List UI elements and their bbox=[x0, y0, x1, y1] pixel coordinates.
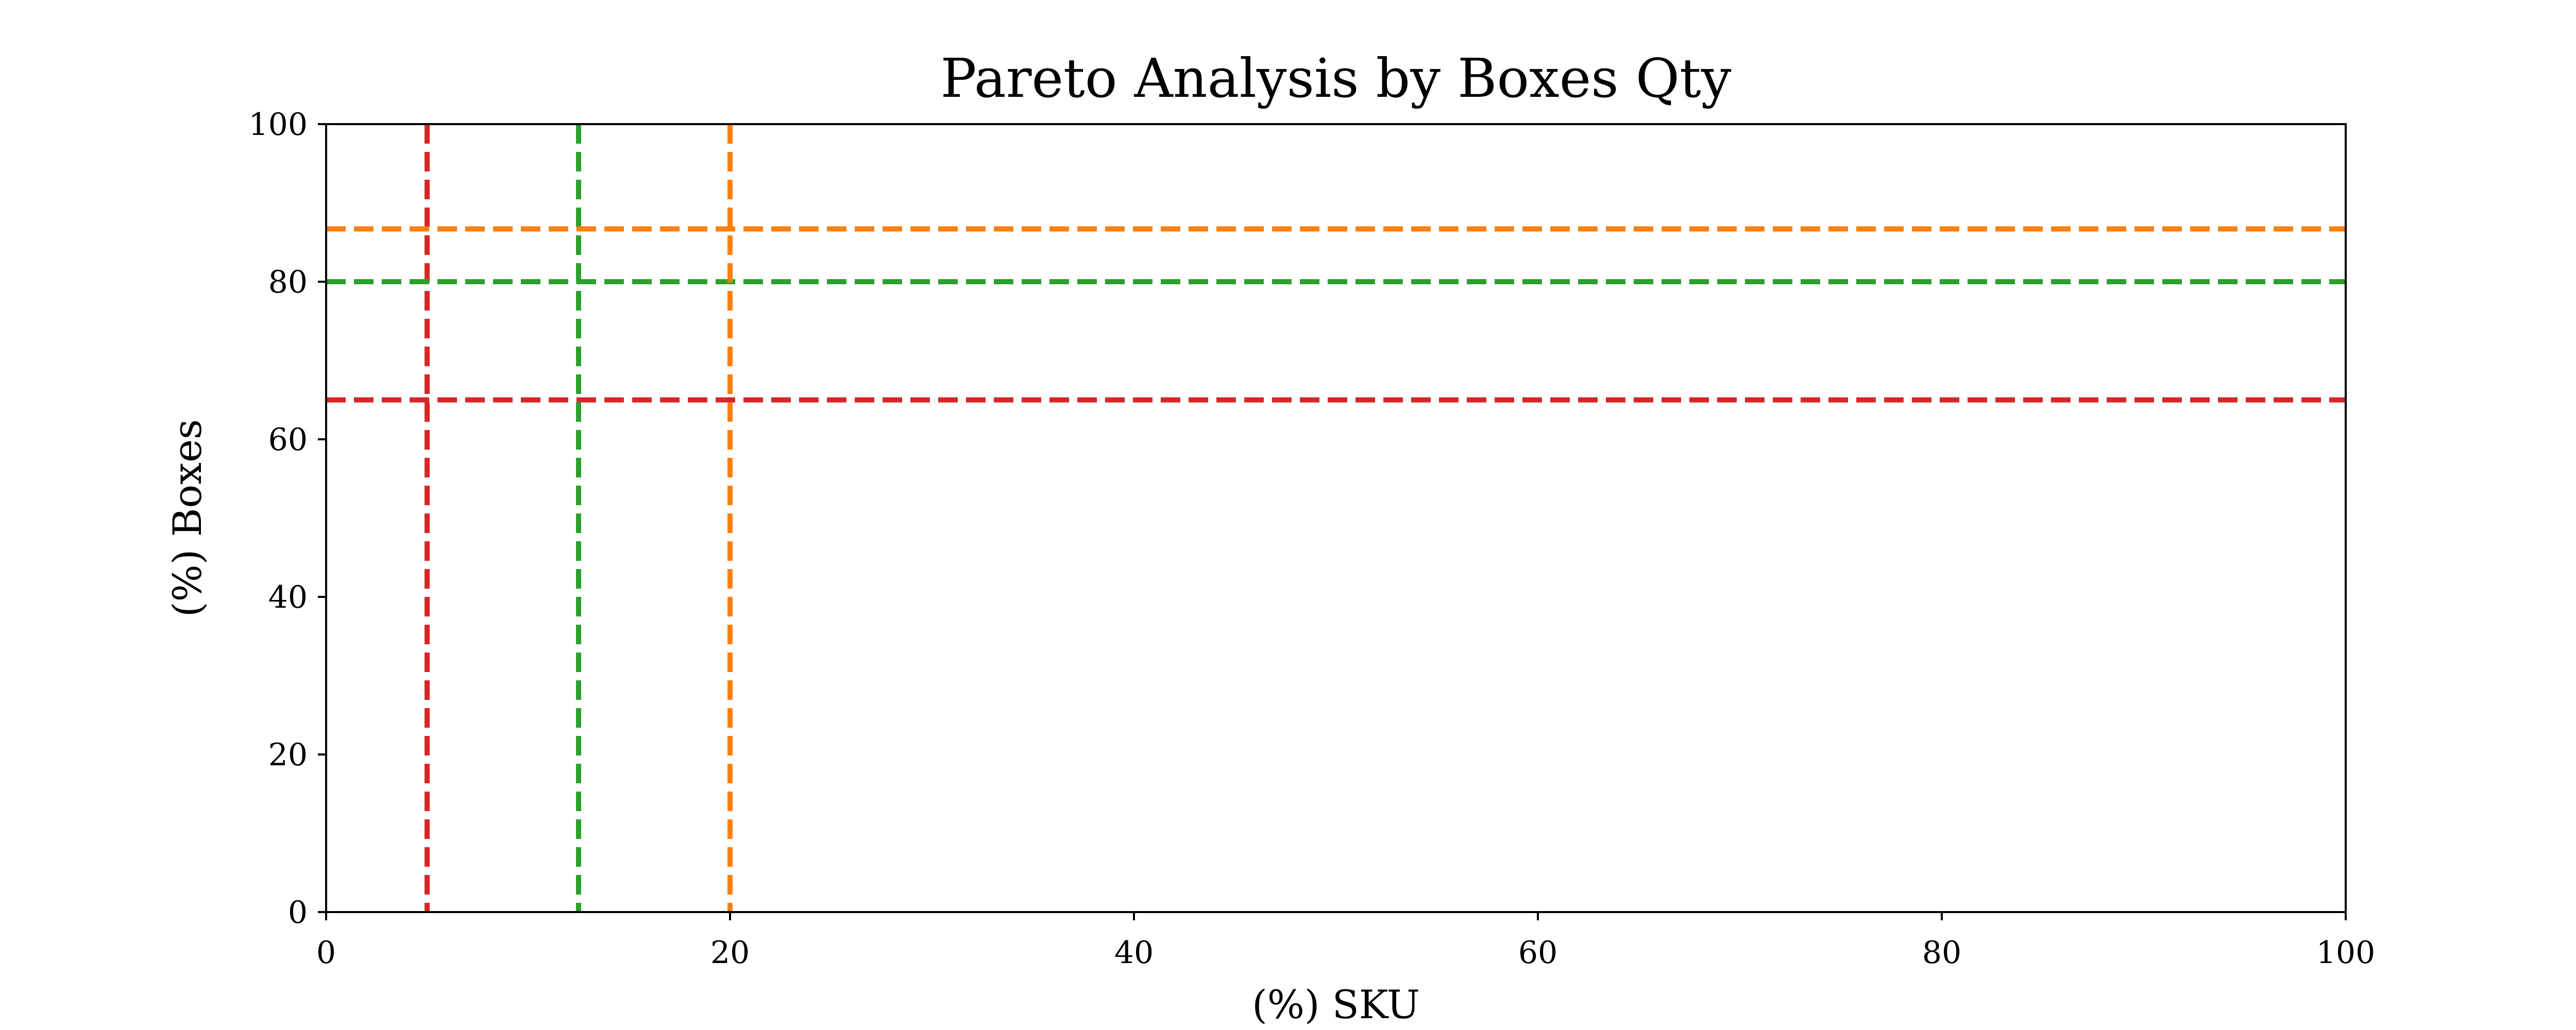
x-tick-label: 40 bbox=[1114, 935, 1154, 971]
x-tick-label: 60 bbox=[1518, 935, 1557, 971]
y-tick-label: 40 bbox=[268, 579, 308, 615]
x-axis-ticks: 0 20 40 60 80 100 bbox=[316, 912, 2375, 971]
y-axis-ticks: 0 20 40 60 80 100 bbox=[248, 107, 326, 931]
y-tick-label: 60 bbox=[268, 422, 308, 458]
reference-lines bbox=[326, 124, 2346, 912]
x-tick-label: 20 bbox=[710, 935, 750, 971]
chart-title: Pareto Analysis by Boxes Qty bbox=[940, 47, 1731, 110]
x-tick-label: 0 bbox=[316, 935, 336, 971]
y-tick-label: 0 bbox=[288, 895, 308, 931]
y-tick-label: 20 bbox=[268, 737, 308, 773]
y-tick-label: 80 bbox=[268, 264, 308, 300]
plot-frame bbox=[325, 123, 2347, 913]
y-axis-label: (%) Boxes bbox=[164, 419, 210, 617]
x-tick-label: 80 bbox=[1922, 935, 1961, 971]
x-tick-label: 100 bbox=[2316, 935, 2376, 971]
y-tick-label: 100 bbox=[248, 107, 308, 143]
x-axis-label: (%) SKU bbox=[1252, 982, 1420, 1027]
